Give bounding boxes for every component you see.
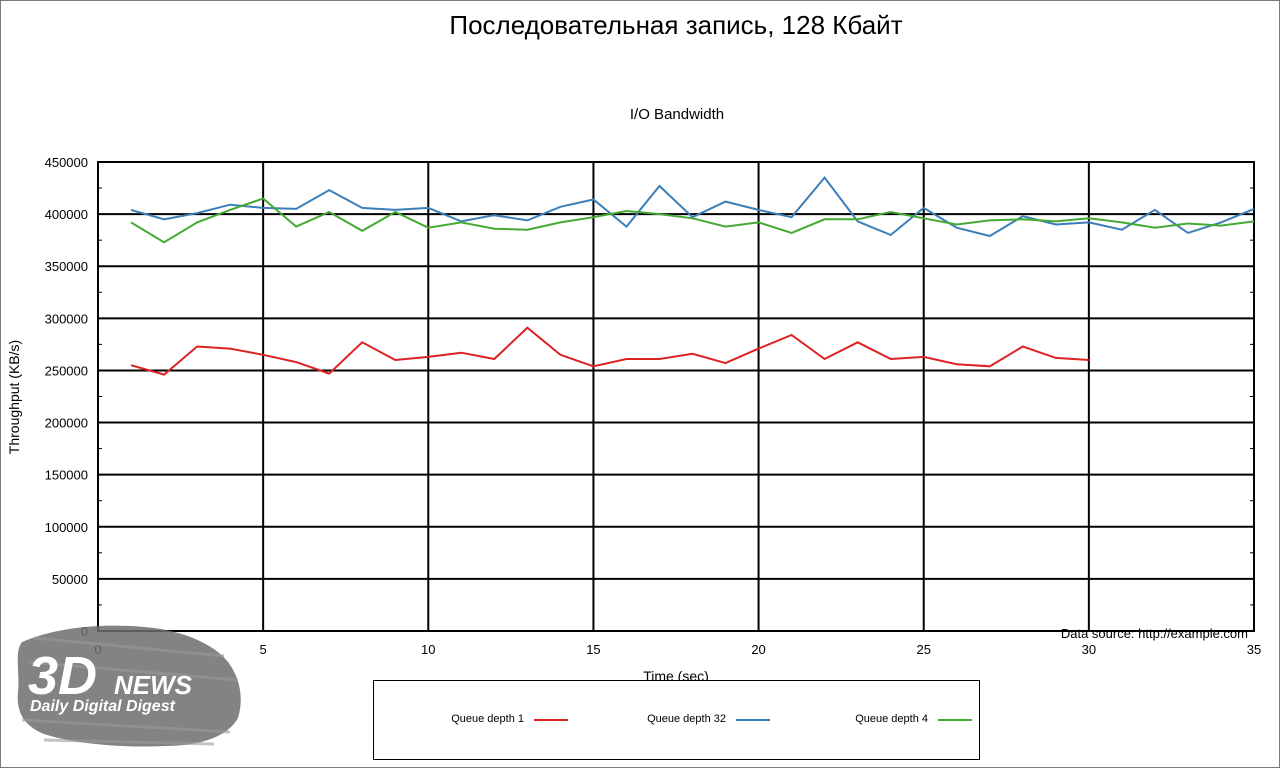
y-tick-label: 400000	[45, 207, 88, 222]
legend-label: Queue depth 4	[855, 713, 928, 725]
series-line-3	[130, 197, 1255, 244]
series-line-2	[130, 175, 1255, 238]
logo-brush-stroke	[17, 625, 241, 747]
x-tick-label: 15	[586, 642, 600, 657]
data-source-note: Data source: http://example.com	[1061, 626, 1248, 641]
page-title: Последовательная запись, 128 Кбайт	[449, 10, 903, 40]
grid-layer	[97, 161, 1255, 632]
3dnews-logo: 3D NEWS Daily Digital Digest	[17, 625, 241, 747]
series-line-1	[130, 326, 1089, 376]
y-tick-label: 350000	[45, 259, 88, 274]
chart-title: I/O Bandwidth	[630, 106, 724, 123]
legend-item-qd4: Queue depth 4	[374, 713, 972, 727]
x-tick-label: 30	[1082, 642, 1096, 657]
x-tick-label: 25	[916, 642, 930, 657]
y-axis-label: Throughput (KB/s)	[6, 340, 22, 454]
x-tick-label: 35	[1247, 642, 1261, 657]
legend-item-qd32: Queue depth 32	[374, 713, 770, 727]
plot-border	[97, 161, 1255, 632]
x-tick-label: 20	[751, 642, 765, 657]
logo-news-text: NEWS	[114, 670, 193, 700]
y-tick-label: 250000	[45, 363, 88, 378]
chart-legend: Queue depth 1 Queue depth 32 Queue depth…	[373, 680, 980, 760]
series-layer	[130, 175, 1255, 376]
legend-label: Queue depth 32	[647, 713, 726, 725]
logo-brush-streaks	[21, 636, 239, 746]
y-tick-label: 200000	[45, 416, 88, 431]
legend-swatch-green	[938, 719, 972, 721]
y-tick-label: 300000	[45, 311, 88, 326]
logo-tagline: Daily Digital Digest	[30, 698, 176, 715]
logo-3d-text: 3D	[28, 646, 97, 706]
legend-label: Queue depth 1	[451, 713, 524, 725]
legend-swatch-red	[534, 719, 568, 721]
tick-labels: 0500001000001500002000002500003000003500…	[45, 155, 1262, 657]
legend-item-qd1: Queue depth 1	[374, 713, 568, 727]
y-tick-label: 50000	[52, 572, 88, 587]
y-tick-label: 450000	[45, 155, 88, 170]
x-tick-label: 5	[260, 642, 267, 657]
x-tick-label: 10	[421, 642, 435, 657]
y-tick-label: 150000	[45, 468, 88, 483]
legend-swatch-blue	[736, 719, 770, 721]
y-tick-label: 100000	[45, 520, 88, 535]
